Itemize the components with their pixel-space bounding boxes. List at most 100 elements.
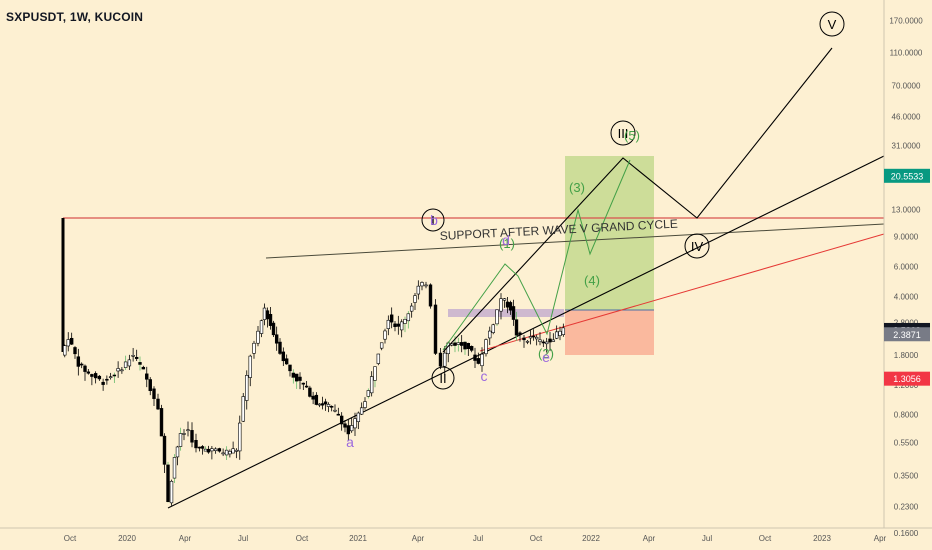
time-axis[interactable]: Oct 2020 Apr Jul Oct 2021 Apr Jul Oct 2022 Apr Jul O… xyxy=(64,534,887,543)
price-axis[interactable]: 170.0000 110.0000 70.0000 46.0000 31.0000 13.… xyxy=(889,16,923,538)
x-tick-label: Apr xyxy=(412,534,425,543)
candle-body xyxy=(206,448,211,453)
candle-body xyxy=(194,440,198,449)
x-tick-label: 2021 xyxy=(349,534,367,543)
x-tick-label: Apr xyxy=(643,534,656,543)
candle-body xyxy=(93,373,98,379)
candle-body xyxy=(213,448,218,451)
ticker-title: SXPUSDT, 1W, KUCOIN xyxy=(6,10,144,24)
x-tick-label: Oct xyxy=(759,534,772,543)
y-tick-label: 70.0000 xyxy=(892,82,921,91)
candle-body xyxy=(456,342,461,345)
green-wave-2: (2) xyxy=(538,346,554,361)
candle-body xyxy=(349,425,354,432)
y-tick-label: 0.8000 xyxy=(894,411,919,420)
x-tick-label: Oct xyxy=(296,534,309,543)
wave-label-ii-text: II xyxy=(439,371,446,386)
candle-body xyxy=(518,332,522,335)
candle-body xyxy=(541,341,546,344)
purple-wave-e: e xyxy=(542,349,550,365)
candle-body xyxy=(379,342,384,349)
candle-body xyxy=(558,330,562,337)
candle-body xyxy=(162,435,167,465)
candle-body xyxy=(409,305,414,312)
candle-body xyxy=(203,448,208,452)
wave-label-iii-text: III xyxy=(618,126,629,141)
candle-body xyxy=(83,365,87,372)
candle-body xyxy=(127,359,132,367)
stop-zone-box xyxy=(565,310,654,355)
x-tick-label: 2023 xyxy=(813,534,831,543)
y-tick-label: 0.2300 xyxy=(894,502,919,511)
y-tick-label: 13.0000 xyxy=(892,206,921,215)
candle-body xyxy=(473,354,477,361)
green-wave-3: (3) xyxy=(569,180,585,195)
candle-body xyxy=(373,366,377,381)
candle-body xyxy=(538,339,542,342)
candle-body xyxy=(548,338,552,343)
candle-body xyxy=(245,375,249,401)
candle-body xyxy=(403,318,407,324)
candle-body xyxy=(359,407,364,415)
candle-body xyxy=(200,446,205,449)
lower-channel-line xyxy=(167,155,885,509)
x-tick-label: Apr xyxy=(874,534,887,543)
candle-body xyxy=(169,480,174,504)
green-subwave-path xyxy=(442,159,631,351)
candle-body xyxy=(271,322,276,336)
wave-label-i-text: I xyxy=(431,213,435,228)
candle-body xyxy=(314,394,319,405)
candle-body xyxy=(399,321,404,331)
candle-body xyxy=(274,334,279,344)
y-tick-label: 4.0000 xyxy=(894,292,919,301)
candle-body xyxy=(416,285,421,295)
candle-body xyxy=(304,385,309,388)
candle-body xyxy=(433,304,438,354)
candle-body xyxy=(428,284,433,307)
y-tick-label: 9.0000 xyxy=(894,233,919,242)
candle-body xyxy=(148,379,152,391)
candle-body xyxy=(534,336,539,340)
chart-background xyxy=(0,0,884,550)
candle-body xyxy=(256,330,260,344)
candle-body xyxy=(134,356,139,359)
candle-body xyxy=(443,352,447,367)
candle-body xyxy=(159,408,164,437)
candle-body xyxy=(346,425,351,435)
candle-body xyxy=(294,373,299,382)
candle-body xyxy=(112,374,117,377)
green-wave-1: (1) xyxy=(499,236,515,251)
candle-body xyxy=(544,341,549,345)
candle-body xyxy=(413,295,417,303)
candle-body xyxy=(145,373,149,380)
candle-body xyxy=(369,376,374,394)
candle-body xyxy=(76,356,81,367)
purple-wave-b: b xyxy=(430,212,438,228)
upper-triangle-line xyxy=(265,223,885,259)
candle-body xyxy=(376,353,381,364)
candle-body xyxy=(186,429,190,432)
purple-wave-d: d xyxy=(502,232,510,248)
price-badge-stop: 1.3056 xyxy=(884,371,930,386)
candle-body xyxy=(366,390,371,397)
candle-body xyxy=(308,387,312,397)
consolidation-box xyxy=(448,309,564,317)
candle-body xyxy=(281,351,286,362)
y-tick-label: 6.0000 xyxy=(894,262,919,271)
candle-body xyxy=(228,451,232,455)
candle-body xyxy=(172,457,177,479)
candle-body xyxy=(291,372,296,378)
candle-body xyxy=(343,423,347,428)
candle-body xyxy=(86,371,91,374)
candle-body xyxy=(69,337,74,345)
candle-body xyxy=(156,398,160,410)
target-zone-box xyxy=(565,156,654,310)
candle-body xyxy=(511,306,516,320)
candle-body xyxy=(469,346,474,351)
candle-body xyxy=(262,307,267,320)
candle-body xyxy=(120,369,124,372)
candle-body xyxy=(522,337,526,341)
x-tick-label: Oct xyxy=(530,534,543,543)
